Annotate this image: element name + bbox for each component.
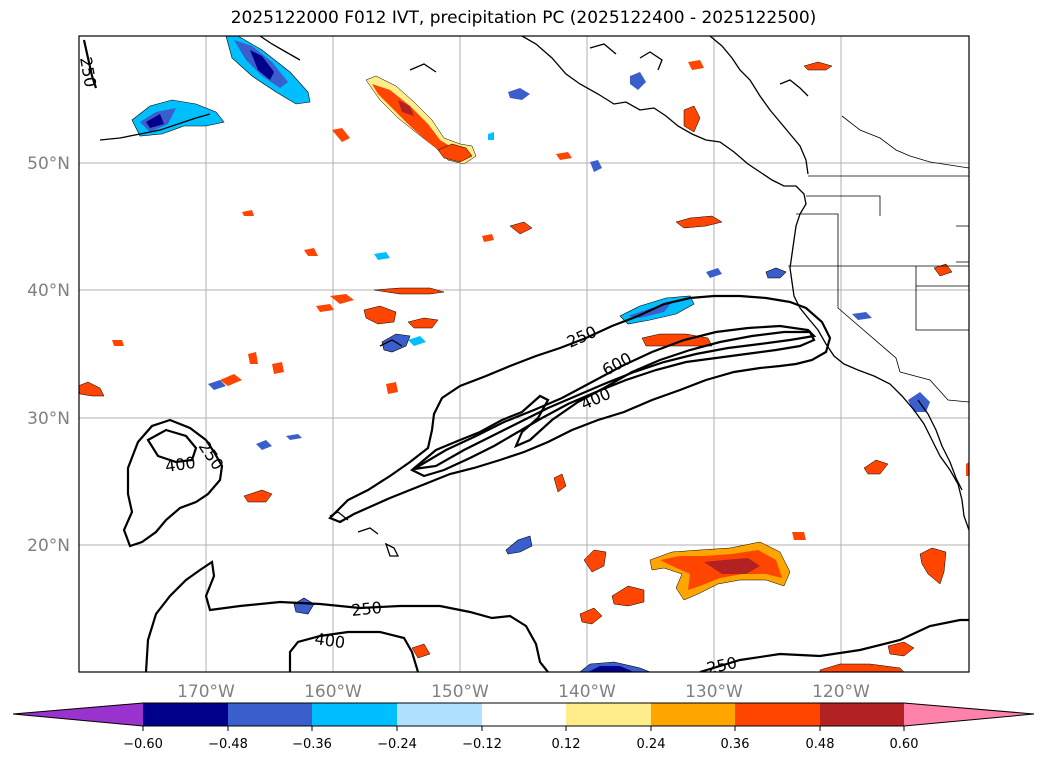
lat-tick: 20°N — [27, 536, 70, 556]
colorbar-segment — [820, 703, 904, 726]
lon-tick: 150°W — [431, 682, 489, 702]
contour-label: 250 — [350, 598, 382, 620]
map-frame — [78, 35, 970, 673]
colorbar-tick-label: −0.60 — [123, 737, 163, 752]
colorbar-segment — [651, 703, 735, 726]
lat-tick: 30°N — [27, 409, 70, 429]
colorbar-tick-label: 0.48 — [806, 737, 835, 752]
contour-label: 400 — [313, 629, 346, 652]
lon-tick: 160°W — [304, 682, 362, 702]
colorbar-segment — [397, 703, 482, 726]
colorbar-tick-label: 0.12 — [552, 737, 581, 752]
lon-tick: 140°W — [558, 682, 616, 702]
colorbar-tick-label: 0.24 — [637, 737, 666, 752]
colorbar-tick-label: −0.12 — [462, 737, 502, 752]
colorbar: −0.60 −0.48 −0.36 −0.24 −0.12 0.12 0.24 … — [12, 702, 1035, 752]
lon-tick-labels: 170°W 160°W 150°W 140°W 130°W 120°W — [177, 682, 870, 702]
lat-tick: 50°N — [27, 154, 70, 174]
political-borders — [788, 115, 969, 403]
colorbar-segment — [228, 703, 312, 726]
contour-label: 400 — [164, 453, 197, 476]
contour-label: 250 — [705, 653, 739, 678]
colorbar-tick-label: −0.24 — [377, 737, 417, 752]
map-title: 2025122000 F012 IVT, precipitation PC (2… — [230, 8, 817, 28]
precip-positive-regions — [79, 60, 969, 672]
lon-tick: 120°W — [812, 682, 870, 702]
map-area — [79, 36, 969, 672]
colorbar-ticks — [142, 726, 905, 731]
colorbar-segment — [735, 703, 820, 726]
colorbar-tick-label: 0.60 — [890, 737, 919, 752]
lat-tick: 40°N — [27, 281, 70, 301]
lat-tick-labels: 50°N 40°N 30°N 20°N — [27, 154, 70, 556]
colorbar-extend-max — [904, 703, 1034, 726]
lon-tick: 170°W — [177, 682, 235, 702]
colorbar-tick-label: −0.36 — [292, 737, 332, 752]
contour-label: 250 — [76, 55, 100, 88]
colorbar-tick-label: −0.48 — [208, 737, 248, 752]
lon-tick: 130°W — [685, 682, 743, 702]
colorbar-tick-label: 0.36 — [721, 737, 750, 752]
colorbar-segment — [312, 703, 397, 726]
ivt-contours — [82, 39, 969, 672]
colorbar-segment — [143, 703, 228, 726]
colorbar-segment — [482, 703, 566, 726]
colorbar-extend-min — [13, 703, 143, 726]
colorbar-segment — [566, 703, 651, 726]
